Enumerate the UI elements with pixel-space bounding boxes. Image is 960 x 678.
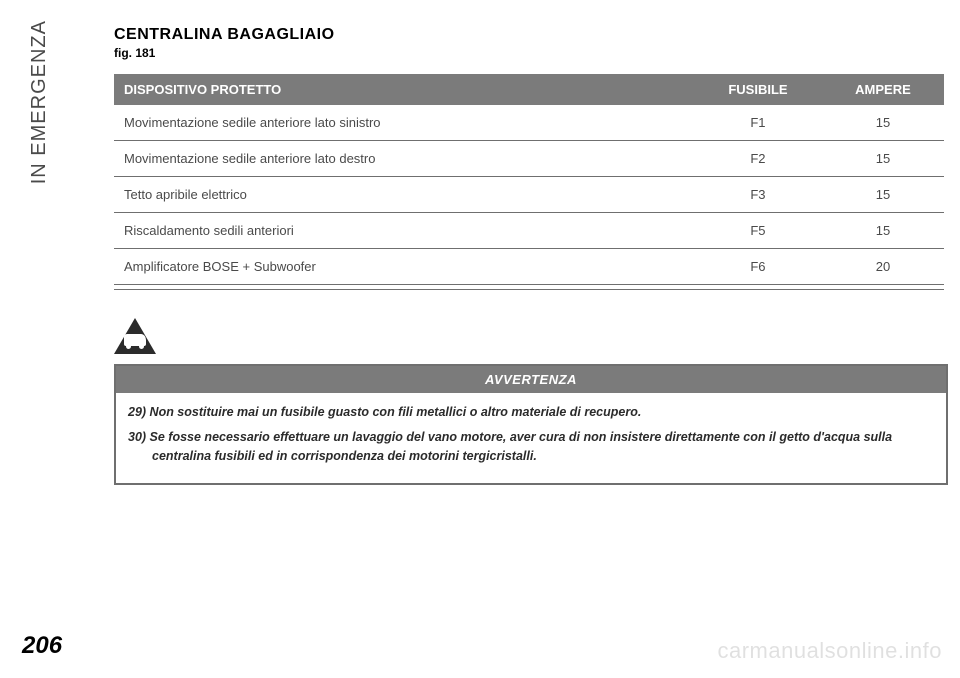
cell-amp: 15 [822, 105, 944, 141]
avvertenza-item: 29) Non sostituire mai un fusibile guast… [128, 403, 934, 422]
warning-car-icon [114, 318, 156, 354]
avvertenza-title: AVVERTENZA [116, 366, 946, 393]
avvertenza-item: 30) Se fosse necessario effettuare un la… [128, 428, 934, 466]
cell-amp: 15 [822, 141, 944, 177]
table-row: Movimentazione sedile anteriore lato des… [114, 141, 944, 177]
cell-amp: 15 [822, 177, 944, 213]
table-header-row: DISPOSITIVO PROTETTO FUSIBILE AMPERE [114, 74, 944, 105]
page-content: CENTRALINA BAGAGLIAIO fig. 181 DISPOSITI… [58, 26, 928, 646]
table-row: Tetto apribile elettrico F3 15 [114, 177, 944, 213]
table-row: Amplificatore BOSE + Subwoofer F6 20 [114, 249, 944, 285]
cell-fuse: F2 [694, 141, 822, 177]
cell-device: Amplificatore BOSE + Subwoofer [114, 249, 694, 285]
watermark-text: carmanualsonline.info [717, 638, 942, 664]
cell-fuse: F6 [694, 249, 822, 285]
col-dispositivo: DISPOSITIVO PROTETTO [114, 74, 694, 105]
page-number: 206 [22, 632, 62, 660]
table-bottom-rule [114, 289, 944, 290]
page-title: CENTRALINA BAGAGLIAIO [114, 26, 928, 44]
col-ampere: AMPERE [822, 74, 944, 105]
cell-fuse: F3 [694, 177, 822, 213]
cell-amp: 20 [822, 249, 944, 285]
cell-device: Tetto apribile elettrico [114, 177, 694, 213]
cell-amp: 15 [822, 213, 944, 249]
section-side-label: IN EMERGENZA [28, 20, 51, 184]
table-row: Riscaldamento sedili anteriori F5 15 [114, 213, 944, 249]
fuse-table: DISPOSITIVO PROTETTO FUSIBILE AMPERE Mov… [114, 74, 944, 285]
cell-device: Movimentazione sedile anteriore lato des… [114, 141, 694, 177]
cell-device: Movimentazione sedile anteriore lato sin… [114, 105, 694, 141]
avvertenza-body: 29) Non sostituire mai un fusibile guast… [116, 393, 946, 483]
cell-fuse: F1 [694, 105, 822, 141]
cell-device: Riscaldamento sedili anteriori [114, 213, 694, 249]
table-row: Movimentazione sedile anteriore lato sin… [114, 105, 944, 141]
figure-reference: fig. 181 [114, 46, 928, 60]
col-fusibile: FUSIBILE [694, 74, 822, 105]
cell-fuse: F5 [694, 213, 822, 249]
avvertenza-box: AVVERTENZA 29) Non sostituire mai un fus… [114, 364, 948, 485]
